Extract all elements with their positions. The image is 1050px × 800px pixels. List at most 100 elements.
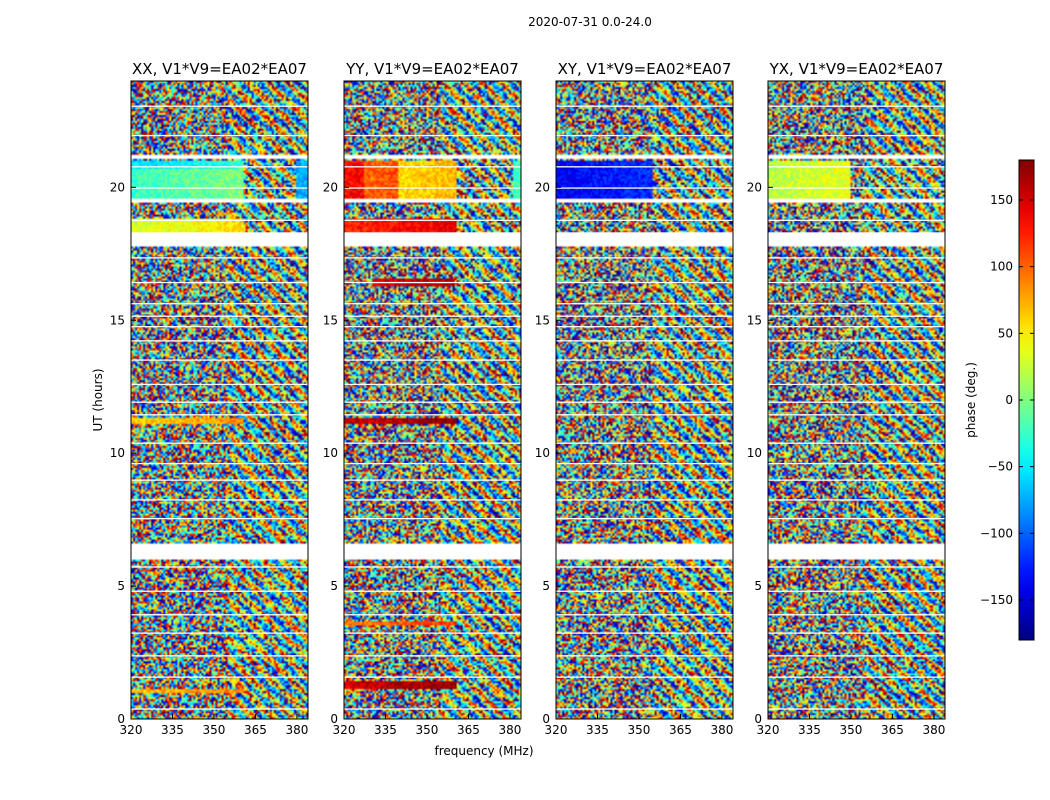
flag-line: [344, 614, 521, 616]
y-tick-label: 5: [542, 579, 550, 593]
x-tick-label: 320: [757, 723, 780, 737]
x-tick-label: 365: [881, 723, 904, 737]
y-tick-label: 15: [110, 313, 125, 327]
flag-line: [768, 303, 945, 305]
heatmap-raster: [556, 81, 733, 719]
colorbar-label: phase (deg.): [964, 362, 978, 438]
flag-line: [344, 517, 521, 520]
colorbar-tick-label: 0: [1005, 393, 1013, 407]
flag-line: [344, 303, 521, 305]
flag-line: [556, 166, 733, 168]
flag-line: [131, 257, 308, 259]
flag-line: [768, 632, 945, 634]
panel-4: YX, V1*V9=EA02*EA07 320 335 350 365 380 0 5 10 15…: [747, 60, 946, 737]
x-tick-label: 335: [586, 723, 609, 737]
panel-3: XY, V1*V9=EA02*EA07 320 335 350 365 380 0 5 10 15…: [535, 60, 734, 737]
flag-line: [131, 566, 308, 568]
colorbar-tick-label: 100: [990, 260, 1013, 274]
flag-line: [556, 479, 733, 481]
panel-title: YX, V1*V9=EA02*EA07: [769, 60, 944, 78]
flag-line: [131, 708, 308, 710]
flag-line: [344, 383, 521, 386]
x-tick-label: 365: [457, 723, 480, 737]
flag-line: [344, 442, 521, 444]
colorbar-tick-label: 150: [990, 193, 1013, 207]
y-tick-label: 15: [747, 313, 762, 327]
flag-line: [344, 566, 521, 568]
y-tick-label: 15: [535, 313, 550, 327]
flag-line: [131, 303, 308, 305]
y-tick-label: 20: [110, 180, 125, 194]
flag-line: [131, 340, 308, 342]
y-tick-label: 5: [754, 579, 762, 593]
flag-line: [768, 708, 945, 710]
x-tick-label: 380: [710, 723, 733, 737]
flag-line: [556, 315, 733, 317]
x-tick-label: 365: [669, 723, 692, 737]
flag-line: [556, 134, 733, 137]
flag-line: [344, 315, 521, 317]
panel-title: YY, V1*V9=EA02*EA07: [345, 60, 519, 78]
x-tick-label: 365: [244, 723, 267, 737]
colorbar: −150 −100 −50 0 50 100 150: [980, 159, 1035, 641]
flag-line: [344, 708, 521, 710]
flag-line: [556, 340, 733, 342]
flag-line: [131, 187, 308, 189]
y-tick-label: 20: [747, 180, 762, 194]
flag-line: [131, 517, 308, 520]
y-tick-label: 10: [110, 446, 125, 460]
panels: XX, V1*V9=EA02*EA07 320 335 350 365 380 0 5 10 15…: [110, 60, 946, 737]
panel-2: YY, V1*V9=EA02*EA07 320 335 350 365 380 0 5 10 15…: [323, 60, 522, 737]
y-tick-label: 20: [535, 180, 550, 194]
flag-line: [344, 590, 521, 592]
flag-line: [131, 359, 308, 361]
flag-line: [768, 187, 945, 189]
panel-title: XY, V1*V9=EA02*EA07: [558, 60, 732, 78]
flag-line: [556, 676, 733, 678]
flag-line: [768, 219, 945, 221]
flag-line: [131, 326, 308, 328]
flag-line: [768, 462, 945, 465]
x-tick-label: 350: [840, 723, 863, 737]
y-tick-label: 0: [754, 712, 762, 726]
panel-frame: [555, 80, 734, 720]
flag-line: [556, 359, 733, 361]
flag-line: [131, 134, 308, 137]
flag-line: [344, 414, 521, 416]
x-tick-label: 350: [416, 723, 439, 737]
flag-line: [768, 134, 945, 137]
flag-line: [768, 566, 945, 568]
flag-line: [131, 632, 308, 634]
y-tick-label: 20: [323, 180, 338, 194]
x-tick-label: 380: [498, 723, 521, 737]
flag-line: [768, 479, 945, 481]
flag-line: [768, 614, 945, 616]
y-tick-label: 0: [542, 712, 550, 726]
y-tick-label: 10: [323, 446, 338, 460]
x-tick-label: 380: [285, 723, 308, 737]
flag-line: [768, 401, 945, 403]
flag-line: [344, 281, 521, 284]
flag-line: [131, 383, 308, 386]
flag-line: [768, 166, 945, 168]
flag-line: [344, 105, 521, 107]
flag-line: [768, 359, 945, 361]
flag-line: [131, 550, 308, 553]
flag-line: [344, 232, 521, 234]
flag-line: [131, 401, 308, 403]
flag-line: [556, 499, 733, 501]
y-tick-label: 0: [330, 712, 338, 726]
flag-line: [131, 219, 308, 221]
colorbar-tick-label: 50: [998, 326, 1013, 340]
x-tick-label: 320: [545, 723, 568, 737]
flag-line: [344, 479, 521, 481]
flag-line: [344, 166, 521, 168]
flag-line: [556, 326, 733, 328]
flag-line: [768, 257, 945, 259]
flag-line: [556, 219, 733, 221]
flag-line: [344, 219, 521, 221]
flag-line: [344, 401, 521, 403]
flag-line: [344, 632, 521, 634]
flag-line: [556, 655, 733, 657]
